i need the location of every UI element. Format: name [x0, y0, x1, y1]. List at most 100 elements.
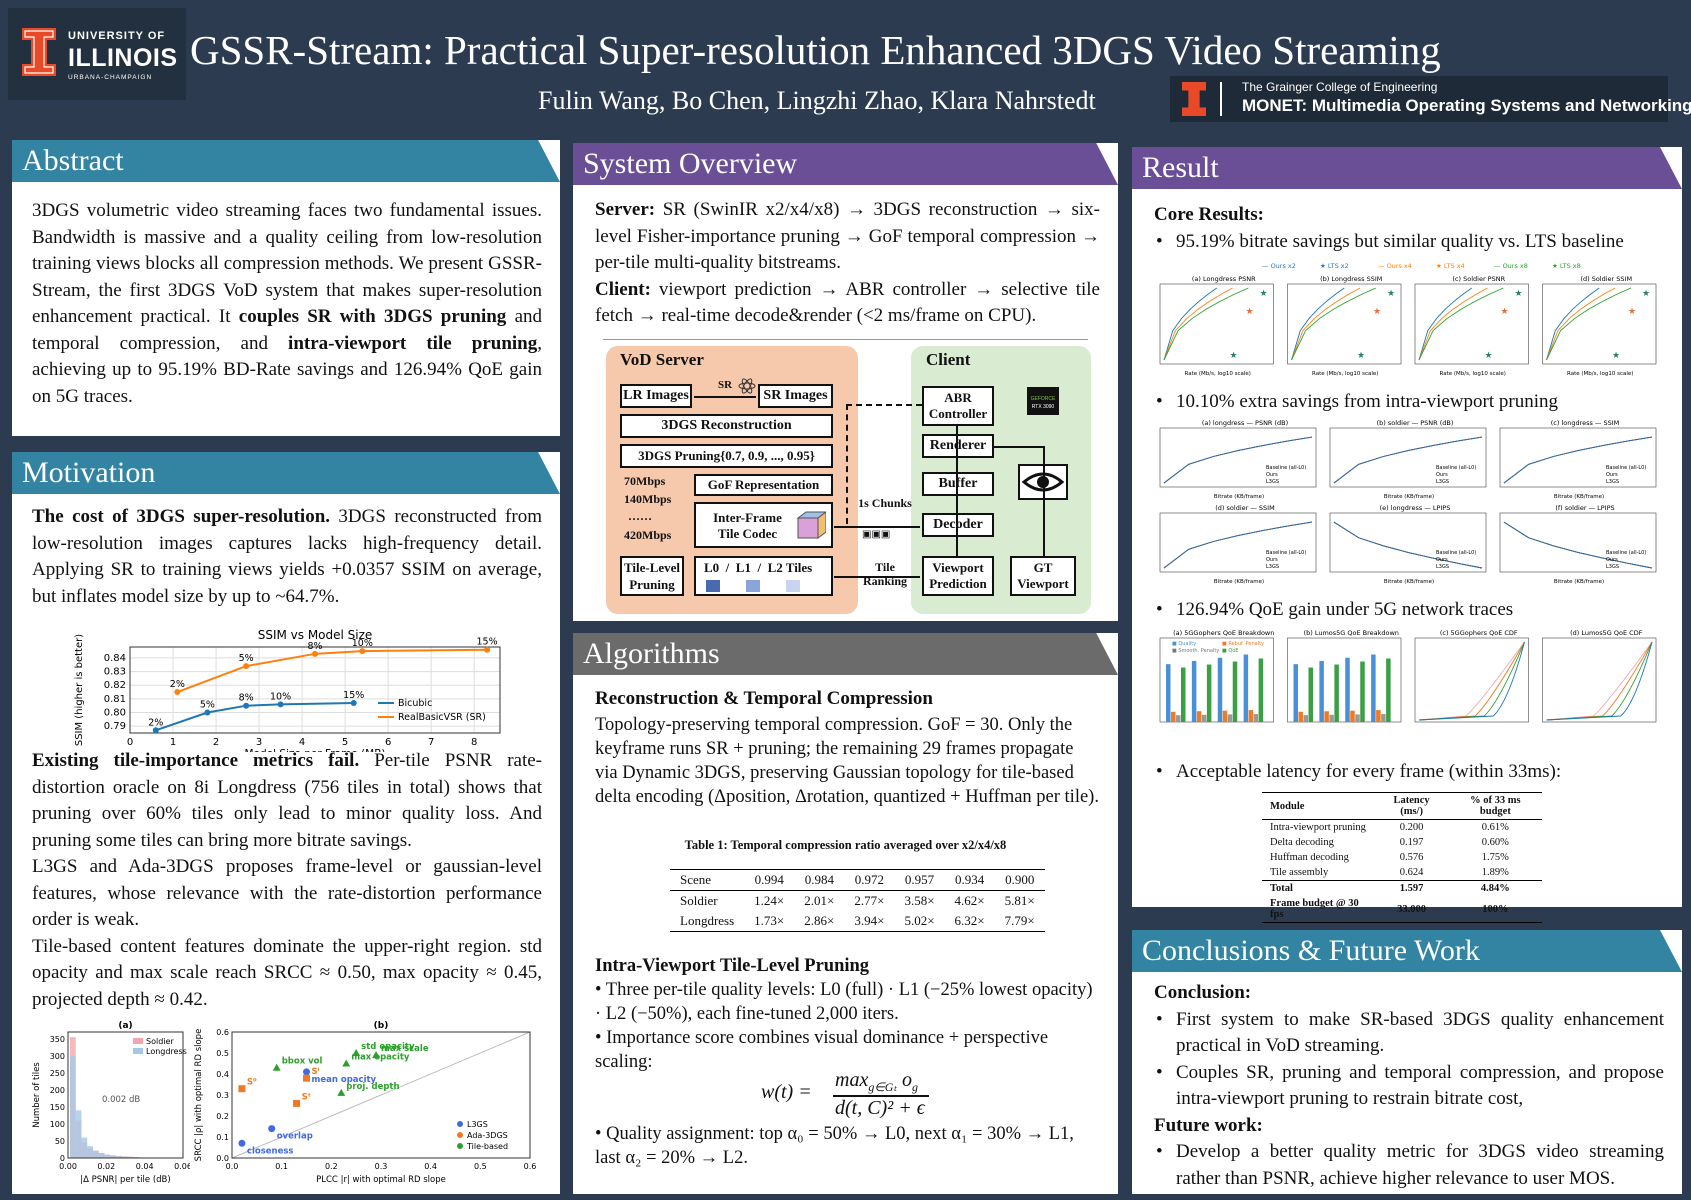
subplot-title: (b) Longdress SSIM [1320, 275, 1382, 283]
curve [1546, 287, 1632, 361]
x-tick-label: 1 [170, 737, 176, 748]
legend-entry: ★ LTS x2 [1320, 262, 1349, 270]
rd-curves-figure: — Ours x2 ★ LTS x2 — Ours x4 ★ LTS x4 — Ours… [1159, 262, 1657, 377]
legend-entry: Ours [1606, 557, 1618, 563]
curve [1333, 436, 1483, 484]
series-point [350, 699, 357, 706]
y-tick-label: 0.81 [104, 694, 126, 705]
legend-entry: Ours [1606, 472, 1618, 478]
poster-authors: Fulin Wang, Bo Chen, Lingzhi Zhao, Klara… [538, 86, 1096, 115]
series-point [152, 727, 159, 734]
eq-lhs: w(t) = [761, 1081, 812, 1103]
scatter-point [342, 1059, 351, 1067]
scatter-point [372, 1051, 381, 1059]
scatter-point [303, 1074, 310, 1082]
y-tick-label: 0.83 [104, 667, 126, 678]
motivation-b2: Existing tile-importance metrics fail. [32, 750, 360, 771]
x-tick-label: 0.3 [375, 1162, 388, 1171]
subplot-frame [1499, 427, 1657, 488]
qoe-bar [1298, 711, 1303, 722]
latency-row: Huffman decoding 0.576 1.75% [1262, 850, 1542, 865]
subplot-frame [1159, 512, 1317, 573]
latency-row: Delta decoding 0.197 0.60% [1262, 835, 1542, 850]
latency-table-wrap: Module Latency (ms/)% of 33 ms budget Intr… [1262, 792, 1542, 923]
table-cell: 5.81× [1004, 893, 1035, 908]
legend-entry: Baseline (all-L0) [1606, 550, 1646, 556]
legend-entry: Baseline (all-L0) [1606, 465, 1646, 471]
curve [1163, 521, 1313, 569]
future-list: Develop a better quality metric for 3DGS… [1154, 1139, 1664, 1192]
histogram-bar [127, 1156, 134, 1158]
gt-viewport-box: GT Viewport [1010, 556, 1076, 596]
latency-cell: Module [1262, 792, 1375, 820]
series-point [359, 648, 366, 655]
scatter-point [293, 1099, 301, 1107]
cdf-curve [1546, 641, 1653, 721]
table-header-cell: Scene [670, 869, 745, 891]
x-tick-label: 0.0 [226, 1162, 239, 1171]
subplot-frame [1159, 427, 1317, 488]
scatter-point [238, 1139, 246, 1147]
subplot-title: (f) soldier — LPIPS [1555, 504, 1614, 512]
qoe-bar [1303, 715, 1308, 722]
latency-cell: Frame budget @ 30 fps [1270, 898, 1359, 920]
curve [1503, 436, 1653, 484]
abstract-text: 3DGS volumetric video streaming faces tw… [32, 198, 542, 410]
qoe-bar [1176, 715, 1181, 722]
result-b4: Acceptable latency for every frame (with… [1154, 759, 1674, 786]
table-row: Soldier 1.24× 2.01× 2.77× 3.58× 4.62× 5.81× [670, 891, 1045, 912]
conclusions-body: Conclusion: First system to make SR-base… [1154, 980, 1664, 1192]
conclusions-panel: Conclusions & Future Work Conclusion: Fi… [1132, 930, 1682, 1194]
x-tick-label: 0.00 [59, 1162, 77, 1171]
legend-entry: Baseline (all-L0) [1266, 465, 1306, 471]
lts-marker: ★ [1260, 289, 1268, 299]
legend-swatch [457, 1143, 463, 1149]
legend-entry: L3GS [1606, 479, 1619, 485]
abstract-b1: couples SR with 3DGS pruning [238, 306, 507, 327]
pruning-p3: • Importance score combines visual domin… [595, 1028, 1049, 1072]
legend-entry: ■ Rebuf. Penalty [1222, 641, 1264, 647]
legend-entry: Soldier [146, 1037, 174, 1046]
curve [1163, 521, 1313, 569]
y-tick-label: 0.82 [104, 680, 126, 691]
qoe-bar [1345, 657, 1350, 722]
subplot-frame [1329, 427, 1487, 488]
recon-heading: Reconstruction & Temporal Compression [595, 688, 933, 709]
point-label: overlap [277, 1132, 313, 1142]
ssim-vs-model-size-chart: SSIM vs Model Size 0 1 2 3 4 5 6 7 8 0.79 0.80 0.81 0… [74, 628, 501, 752]
sr-images-box: SR Images [758, 384, 833, 408]
tile-swatches [706, 580, 800, 596]
latency-cell: Latency (ms/) [1374, 792, 1449, 820]
rate-420: 420Mbps [624, 528, 672, 542]
motivation-p4: Tile-based content features dominate the… [32, 935, 542, 1010]
histogram-bar [70, 1055, 76, 1158]
chunks-label: 1s Chunks [858, 496, 912, 510]
x-axis-label: PLCC |r| with optimal RD slope [316, 1175, 446, 1185]
histogram-bar [116, 1156, 122, 1158]
table-header-row: Scene 0.994 0.984 0.972 0.957 0.934 0.900 [670, 869, 1045, 891]
latency-cell: Tile assembly [1270, 867, 1329, 878]
eq-max: max [835, 1069, 869, 1091]
eq-o: o [897, 1069, 912, 1091]
curve [1163, 436, 1313, 484]
y-tick-label: 300 [50, 1052, 65, 1061]
legend-swatch [457, 1121, 463, 1127]
legend-entry: Baseline (all-L0) [1266, 550, 1306, 556]
subplot-frame [1329, 512, 1487, 573]
eq-bar [833, 1095, 929, 1097]
lts-marker: ★ [1246, 307, 1254, 317]
university-logo: UNIVERSITY OF ILLINOIS URBANA-CHAMPAIGN [8, 8, 186, 100]
buffer-box: Buffer [922, 472, 994, 496]
qoe-bar [1253, 714, 1259, 722]
client-connectors [956, 426, 958, 556]
histogram-bar [104, 1154, 111, 1158]
legend-entry: Longdress [146, 1047, 187, 1056]
point-label: mean opacity [312, 1075, 377, 1085]
x-tick-label: 0 [127, 737, 133, 748]
eq-denominator: d(t, C)² + ϵ [835, 1097, 925, 1119]
overview-divider [603, 339, 1088, 340]
subplot-title: (b) soldier — PSNR (dB) [1377, 419, 1454, 427]
curve [1163, 436, 1313, 484]
y-tick-label: 100 [50, 1120, 65, 1129]
curve [1333, 521, 1483, 569]
